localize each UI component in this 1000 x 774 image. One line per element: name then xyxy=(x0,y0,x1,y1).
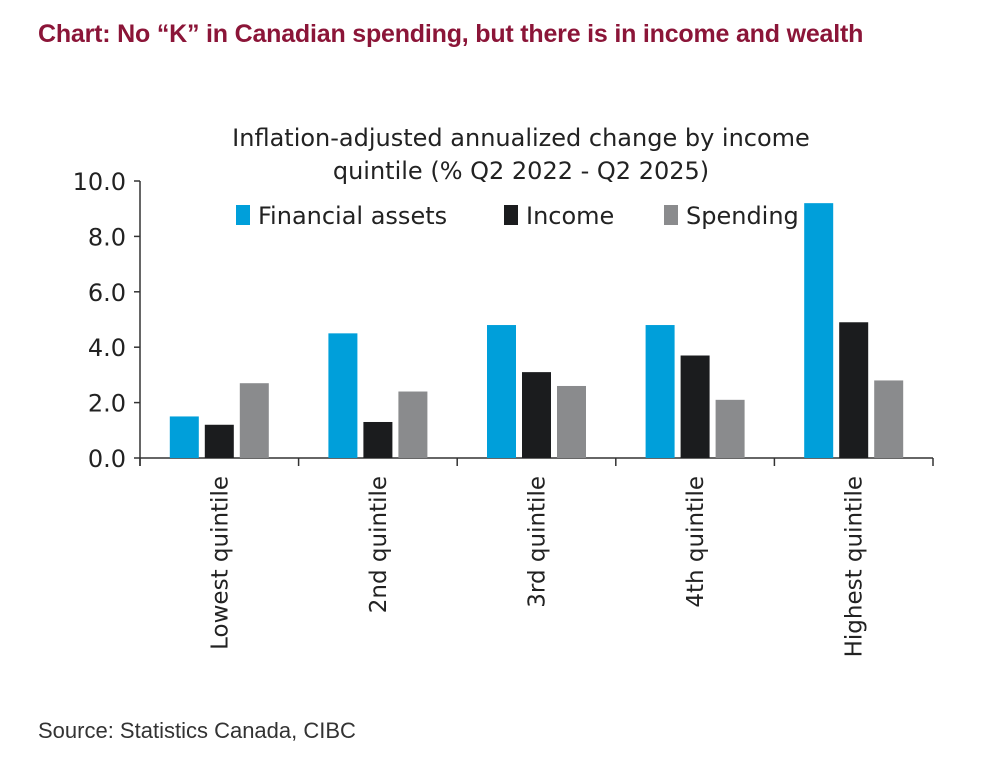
bar-spending xyxy=(398,391,428,458)
bar-financial-assets xyxy=(328,333,358,458)
bar-spending xyxy=(557,385,586,458)
legend-label: Income xyxy=(526,202,614,230)
legend-label: Spending xyxy=(686,202,799,230)
x-tick-label: Highest quintile xyxy=(842,476,868,657)
bar-spending xyxy=(874,380,904,458)
bar-financial-assets xyxy=(645,325,675,458)
bar-spending xyxy=(239,383,269,458)
bar-income xyxy=(680,355,710,458)
y-tick-label: 4.0 xyxy=(88,334,126,362)
bar-income xyxy=(204,424,234,458)
chart-title: quintile (% Q2 2022 - Q2 2025) xyxy=(333,157,709,185)
x-tick-label: 4th quintile xyxy=(683,476,709,608)
bar-income xyxy=(522,372,551,458)
legend-swatch xyxy=(664,205,678,225)
headline: Chart: No “K” in Canadian spending, but … xyxy=(38,20,864,48)
x-tick-label: 2nd quintile xyxy=(366,476,392,613)
y-tick-label: 10.0 xyxy=(73,168,126,196)
bar-financial-assets xyxy=(487,325,516,458)
bar-income xyxy=(363,421,393,458)
legend-label: Financial assets xyxy=(258,202,447,230)
bar-income xyxy=(839,322,869,458)
bar-financial-assets xyxy=(804,203,834,458)
x-tick-label: 3rd quintile xyxy=(525,476,551,608)
legend-swatch xyxy=(504,205,518,225)
y-tick-label: 0.0 xyxy=(88,445,126,473)
chart-title: Inflation-adjusted annualized change by … xyxy=(232,124,810,152)
x-tick-label: Lowest quintile xyxy=(207,476,233,650)
y-tick-label: 6.0 xyxy=(88,279,126,307)
bar-spending xyxy=(715,399,745,458)
source-note: Source: Statistics Canada, CIBC xyxy=(38,718,356,743)
y-tick-label: 2.0 xyxy=(88,390,126,418)
legend-swatch xyxy=(236,205,250,225)
bar-financial-assets xyxy=(169,416,199,458)
y-tick-label: 8.0 xyxy=(88,223,126,251)
